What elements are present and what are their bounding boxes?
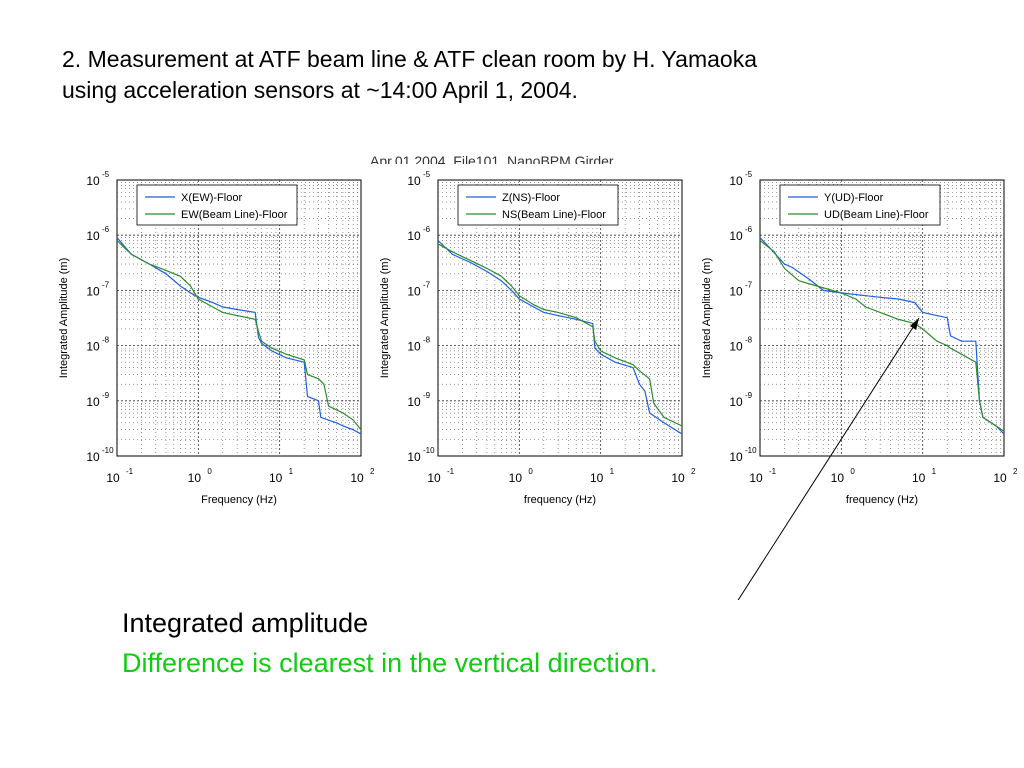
- y-tick-exponent: -9: [423, 391, 431, 400]
- legend-box: [779, 184, 941, 226]
- legend-entry: X(EW)-Floor: [181, 192, 242, 204]
- y-tick-exponent: -8: [745, 336, 753, 345]
- y-tick-label: 10: [407, 229, 421, 243]
- x-tick-exponent: 2: [691, 467, 696, 476]
- y-tick-exponent: -8: [423, 336, 431, 345]
- series-line-floor: [437, 240, 683, 435]
- y-tick-label: 10: [407, 174, 421, 188]
- y-tick-label: 10: [86, 229, 100, 243]
- y-tick-label: 10: [86, 284, 100, 298]
- x-tick-exponent: -1: [769, 467, 777, 476]
- legend-entry: UD(Beam Line)-Floor: [824, 209, 929, 221]
- y-tick-exponent: -7: [423, 280, 431, 289]
- x-tick-exponent: -1: [447, 467, 455, 476]
- y-tick-label: 10: [86, 174, 100, 188]
- x-axis-label: frequency (Hz): [846, 494, 918, 506]
- y-tick-label: 10: [729, 284, 743, 298]
- x-axis-label: frequency (Hz): [524, 494, 596, 506]
- x-tick-exponent: 0: [207, 467, 212, 476]
- y-tick-exponent: -7: [102, 280, 110, 289]
- plot-frame: [437, 179, 683, 457]
- y-axis-label: Integrated Amplitude (m): [58, 258, 70, 378]
- legend-entry: Y(UD)-Floor: [824, 192, 884, 204]
- y-tick-exponent: -9: [745, 391, 753, 400]
- annotation-arrow-line: [737, 317, 920, 600]
- y-tick-exponent: -6: [745, 225, 753, 234]
- x-tick-label: 10: [590, 471, 604, 485]
- annotation-arrow-head: [910, 318, 919, 330]
- y-tick-exponent: -8: [102, 336, 110, 345]
- y-tick-label: 10: [407, 284, 421, 298]
- y-tick-exponent: -6: [102, 225, 110, 234]
- x-tick-exponent: 1: [610, 467, 615, 476]
- y-axis-label: Integrated Amplitude (m): [701, 258, 713, 378]
- y-tick-label: 10: [729, 395, 743, 409]
- series-line-beamline: [116, 240, 362, 431]
- legend-entry: NS(Beam Line)-Floor: [502, 209, 606, 221]
- y-tick-label: 10: [86, 450, 100, 464]
- x-tick-label: 10: [831, 471, 845, 485]
- x-tick-exponent: 2: [1013, 467, 1018, 476]
- y-tick-exponent: -5: [745, 170, 753, 179]
- y-tick-label: 10: [729, 450, 743, 464]
- y-tick-exponent: -10: [745, 446, 757, 455]
- y-tick-label: 10: [86, 395, 100, 409]
- x-tick-exponent: 1: [289, 467, 294, 476]
- y-tick-label: 10: [86, 340, 100, 354]
- slide-title-line1: 2. Measurement at ATF beam line & ATF cl…: [62, 46, 757, 72]
- y-tick-exponent: -5: [102, 170, 110, 179]
- legend-entry: Z(NS)-Floor: [502, 192, 560, 204]
- y-tick-label: 10: [729, 174, 743, 188]
- y-tick-label: 10: [729, 229, 743, 243]
- x-tick-label: 10: [993, 471, 1007, 485]
- x-tick-label: 10: [912, 471, 926, 485]
- x-tick-exponent: 0: [850, 467, 855, 476]
- y-tick-label: 10: [729, 340, 743, 354]
- legend-box: [136, 184, 298, 226]
- legend-entry: EW(Beam Line)-Floor: [181, 209, 288, 221]
- x-tick-label: 10: [188, 471, 202, 485]
- x-tick-label: 10: [427, 471, 441, 485]
- plot-frame: [759, 179, 1005, 457]
- x-tick-label: 10: [749, 471, 763, 485]
- legend-box: [457, 184, 619, 226]
- y-tick-label: 10: [407, 450, 421, 464]
- x-tick-exponent: 1: [932, 467, 937, 476]
- y-axis-label: Integrated Amplitude (m): [379, 258, 391, 378]
- x-tick-label: 10: [269, 471, 283, 485]
- slide-title: 2. Measurement at ATF beam line & ATF cl…: [62, 44, 982, 106]
- x-tick-exponent: 0: [528, 467, 533, 476]
- y-tick-exponent: -7: [745, 280, 753, 289]
- y-tick-exponent: -5: [423, 170, 431, 179]
- series-line-floor: [759, 237, 1005, 435]
- caption-integrated-amplitude: Integrated amplitude: [122, 608, 369, 638]
- y-tick-exponent: -10: [423, 446, 435, 455]
- x-tick-label: 10: [509, 471, 523, 485]
- series-line-beamline: [437, 243, 683, 427]
- partial-chart-header: Apr.01,2004, File101, NanoBPM Girder: [370, 153, 614, 164]
- caption-difference-note: Difference is clearest in the vertical d…: [122, 648, 658, 678]
- y-tick-label: 10: [407, 340, 421, 354]
- slide-title-line2: using acceleration sensors at ~14:00 Apr…: [62, 77, 578, 103]
- x-tick-label: 10: [106, 471, 120, 485]
- x-tick-exponent: 2: [370, 467, 375, 476]
- y-tick-exponent: -9: [102, 391, 110, 400]
- y-tick-label: 10: [407, 395, 421, 409]
- x-tick-label: 10: [350, 471, 364, 485]
- x-tick-exponent: -1: [126, 467, 134, 476]
- y-tick-exponent: -6: [423, 225, 431, 234]
- x-axis-label: Frequency (Hz): [201, 494, 277, 506]
- series-line-floor: [116, 237, 362, 435]
- y-tick-exponent: -10: [102, 446, 114, 455]
- x-tick-label: 10: [671, 471, 685, 485]
